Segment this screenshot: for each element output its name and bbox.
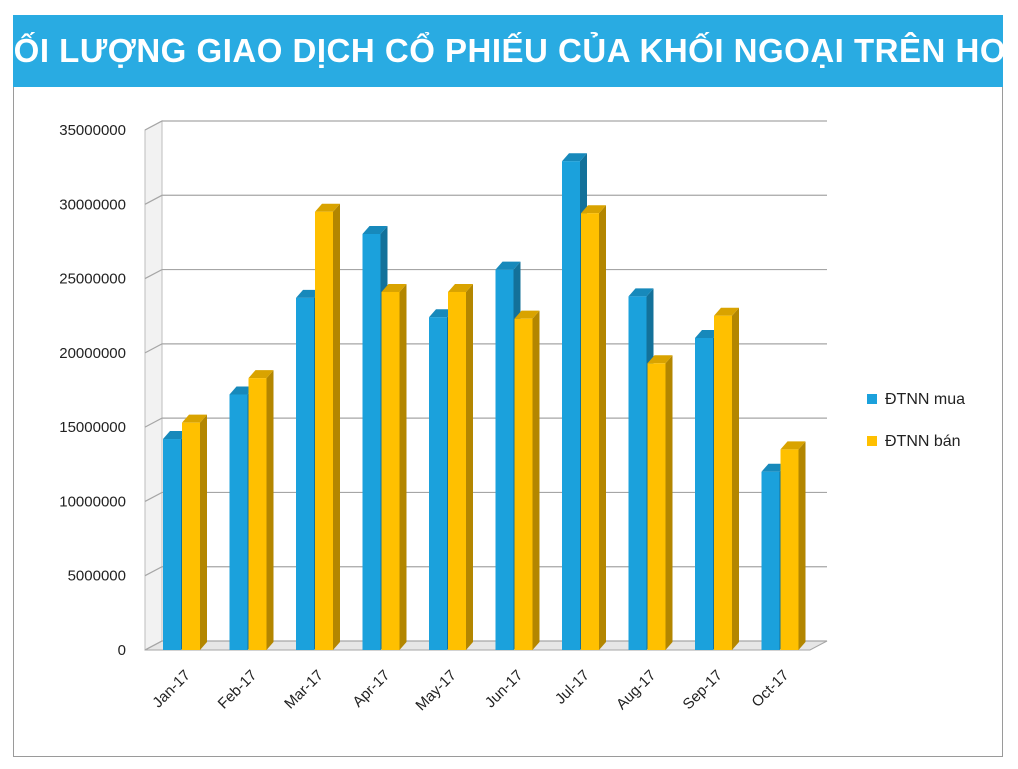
y-tick-label: 35000000: [59, 122, 126, 139]
y-tick-label: 10000000: [59, 493, 126, 510]
bar-side: [333, 203, 340, 650]
bar-top: [695, 330, 720, 338]
x-tick-label: Feb-17: [215, 667, 261, 713]
legend-label: ĐTNN bán: [885, 433, 961, 450]
x-tick-label: Sep-17: [680, 667, 726, 713]
bar: [315, 211, 333, 650]
bar: [562, 161, 580, 650]
chart-title: KHỐI LƯỢNG GIAO DỊCH CỔ PHIẾU CỦA KHỐI N…: [0, 32, 1018, 69]
y-tick-label: 25000000: [59, 271, 126, 288]
bar-top: [514, 310, 540, 319]
bar-top: [581, 205, 606, 214]
y-tick-label: 5000000: [68, 568, 126, 585]
bar-top: [628, 288, 654, 297]
bar: [182, 422, 200, 650]
bar: [229, 394, 248, 650]
bar-side: [798, 441, 806, 650]
bar: [695, 338, 713, 650]
legend-swatch: [867, 436, 877, 446]
bar-side: [466, 283, 473, 650]
bar-top: [647, 355, 673, 364]
bar-side: [399, 283, 407, 650]
bar: [248, 378, 267, 650]
bar: [495, 269, 514, 650]
bar-top: [381, 283, 407, 292]
x-tick-label: Aug-17: [613, 667, 659, 713]
bar-side: [200, 414, 207, 650]
bar-side: [665, 355, 673, 650]
bar-top: [248, 370, 274, 379]
bar: [714, 315, 732, 650]
bar-side: [532, 310, 540, 650]
bar-top: [163, 431, 188, 440]
bar: [647, 363, 666, 650]
bar-top: [714, 307, 739, 316]
x-tick-label: Jul-17: [552, 667, 593, 708]
gridline: [144, 120, 827, 131]
x-tick-label: Jun-17: [482, 667, 526, 711]
bar-top: [761, 463, 787, 472]
bar-top: [429, 309, 454, 318]
x-tick-label: Mar-17: [281, 667, 327, 713]
x-tick-label: Oct-17: [748, 667, 792, 711]
bar: [296, 297, 314, 650]
bar: [362, 234, 381, 650]
bar-top: [448, 283, 473, 292]
bar: [761, 471, 780, 650]
bar-side: [599, 205, 606, 650]
bar-top: [296, 289, 321, 298]
legend-swatch: [867, 394, 877, 404]
bar-top: [182, 414, 207, 423]
gridline: [144, 194, 827, 205]
gridline: [144, 268, 827, 280]
bar-top: [362, 226, 388, 234]
bar-top: [315, 203, 340, 212]
bar: [381, 291, 400, 650]
title-bar: KHỐI LƯỢNG GIAO DỊCH CỔ PHIẾU CỦA KHỐI N…: [0, 15, 1018, 87]
legend-label: ĐTNN mua: [885, 391, 965, 408]
x-tick-label: May-17: [412, 667, 459, 714]
bar-top: [562, 153, 587, 162]
bar-top: [780, 441, 806, 450]
x-tick-label: Apr-17: [349, 667, 393, 711]
bar-top: [229, 386, 255, 395]
bar: [628, 296, 647, 650]
y-tick-label: 20000000: [59, 345, 126, 362]
bar: [514, 318, 533, 650]
y-tick-label: 15000000: [59, 419, 126, 436]
bar-side: [732, 307, 739, 650]
bar: [163, 439, 181, 650]
bar: [448, 291, 466, 650]
y-tick-label: 0: [118, 642, 126, 659]
bar: [581, 213, 599, 650]
y-tick-label: 30000000: [59, 196, 126, 213]
bar: [429, 317, 447, 650]
bar-side: [266, 370, 274, 650]
bar-top: [495, 261, 521, 270]
bar: [780, 449, 799, 650]
x-tick-label: Jan-17: [149, 667, 193, 711]
